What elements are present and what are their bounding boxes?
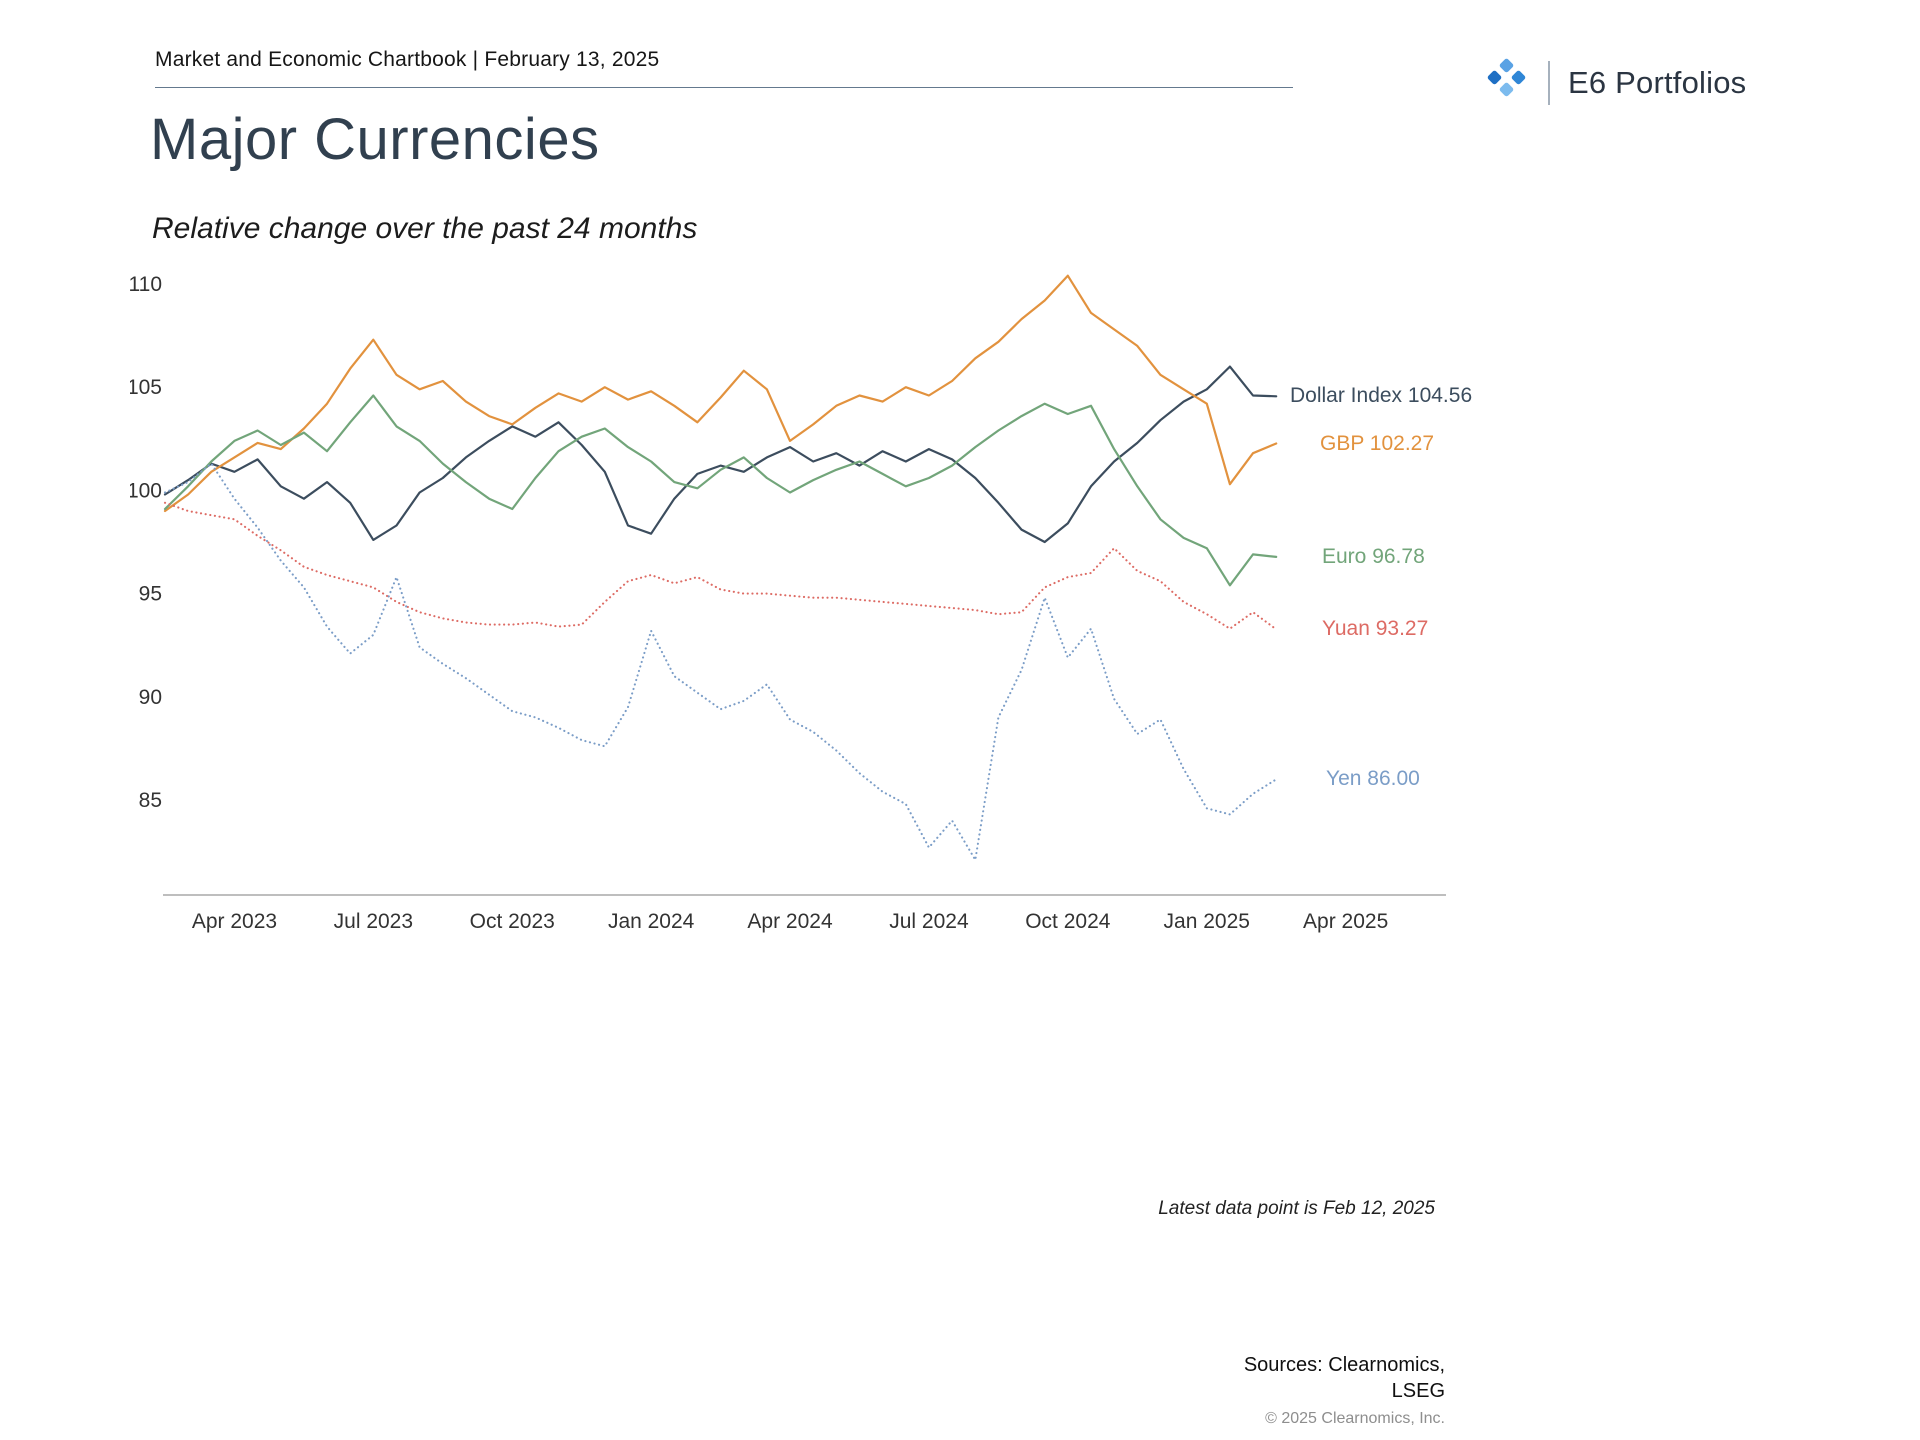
latest-data-footnote: Latest data point is Feb 12, 2025: [1158, 1198, 1435, 1219]
x-tick-label: Apr 2024: [747, 910, 833, 933]
chartbook-header-text: Market and Economic Chartbook | February…: [155, 48, 660, 71]
currency-chart: 85 90 95 100 105 110 Apr 2023 Jul 2023 Oct 2023 J…: [127, 250, 1490, 950]
y-tick-label: 110: [130, 273, 162, 296]
copyright-note: © 2025 Clearnomics, Inc.: [1265, 1410, 1445, 1427]
x-tick-label: Jan 2024: [608, 910, 695, 933]
series-line-yuan: [163, 501, 1278, 631]
brand-name: E6 Portfolios: [1568, 64, 1747, 100]
y-tick-label: 95: [139, 583, 162, 606]
x-tick-label: Oct 2023: [470, 910, 555, 933]
page-subtitle: Relative change over the past 24 months: [152, 212, 698, 245]
series-label-dollar-index: Dollar Index 104.56: [1290, 384, 1473, 408]
chartbook-header: Market and Economic Chartbook | February…: [155, 48, 1293, 88]
sources-line-2: LSEG: [1391, 1380, 1445, 1402]
sources-line-1: Sources: Clearnomics,: [1243, 1354, 1445, 1376]
y-tick-label: 90: [139, 686, 162, 709]
sources-note: Sources: Clearnomics, LSEG: [1145, 1352, 1445, 1404]
x-tick-label: Apr 2025: [1303, 910, 1388, 933]
series-label-yen: Yen 86.00: [1326, 767, 1420, 791]
y-tick-label: 100: [130, 479, 162, 502]
series-line-yen: [163, 462, 1278, 861]
x-tick-label: Jan 2025: [1164, 910, 1250, 933]
series-label-euro: Euro 96.78: [1322, 544, 1425, 568]
series-label-gbp: GBP 102.27: [1320, 431, 1435, 455]
series-line-gbp: [163, 274, 1278, 513]
x-tick-label: Oct 2024: [1025, 910, 1111, 933]
series-label-yuan: Yuan 93.27: [1322, 617, 1429, 641]
y-tick-label: 105: [130, 376, 162, 399]
currency-chart-canvas: 85 90 95 100 105 110 Apr 2023 Jul 2023 Oct 2023 J…: [127, 273, 1446, 933]
brand-block: E6 Portfolios: [1482, 56, 1746, 109]
page-title: Major Currencies: [150, 107, 600, 172]
series-line-dollar-index: [163, 365, 1278, 544]
x-tick-label: Apr 2023: [192, 910, 277, 933]
x-tick-label: Jul 2024: [889, 910, 969, 933]
e6-logo-icon: [1482, 56, 1530, 109]
series-line-euro: [163, 394, 1278, 587]
brand-divider: [1548, 60, 1550, 105]
y-tick-label: 85: [139, 789, 162, 812]
x-tick-label: Jul 2023: [334, 910, 413, 933]
